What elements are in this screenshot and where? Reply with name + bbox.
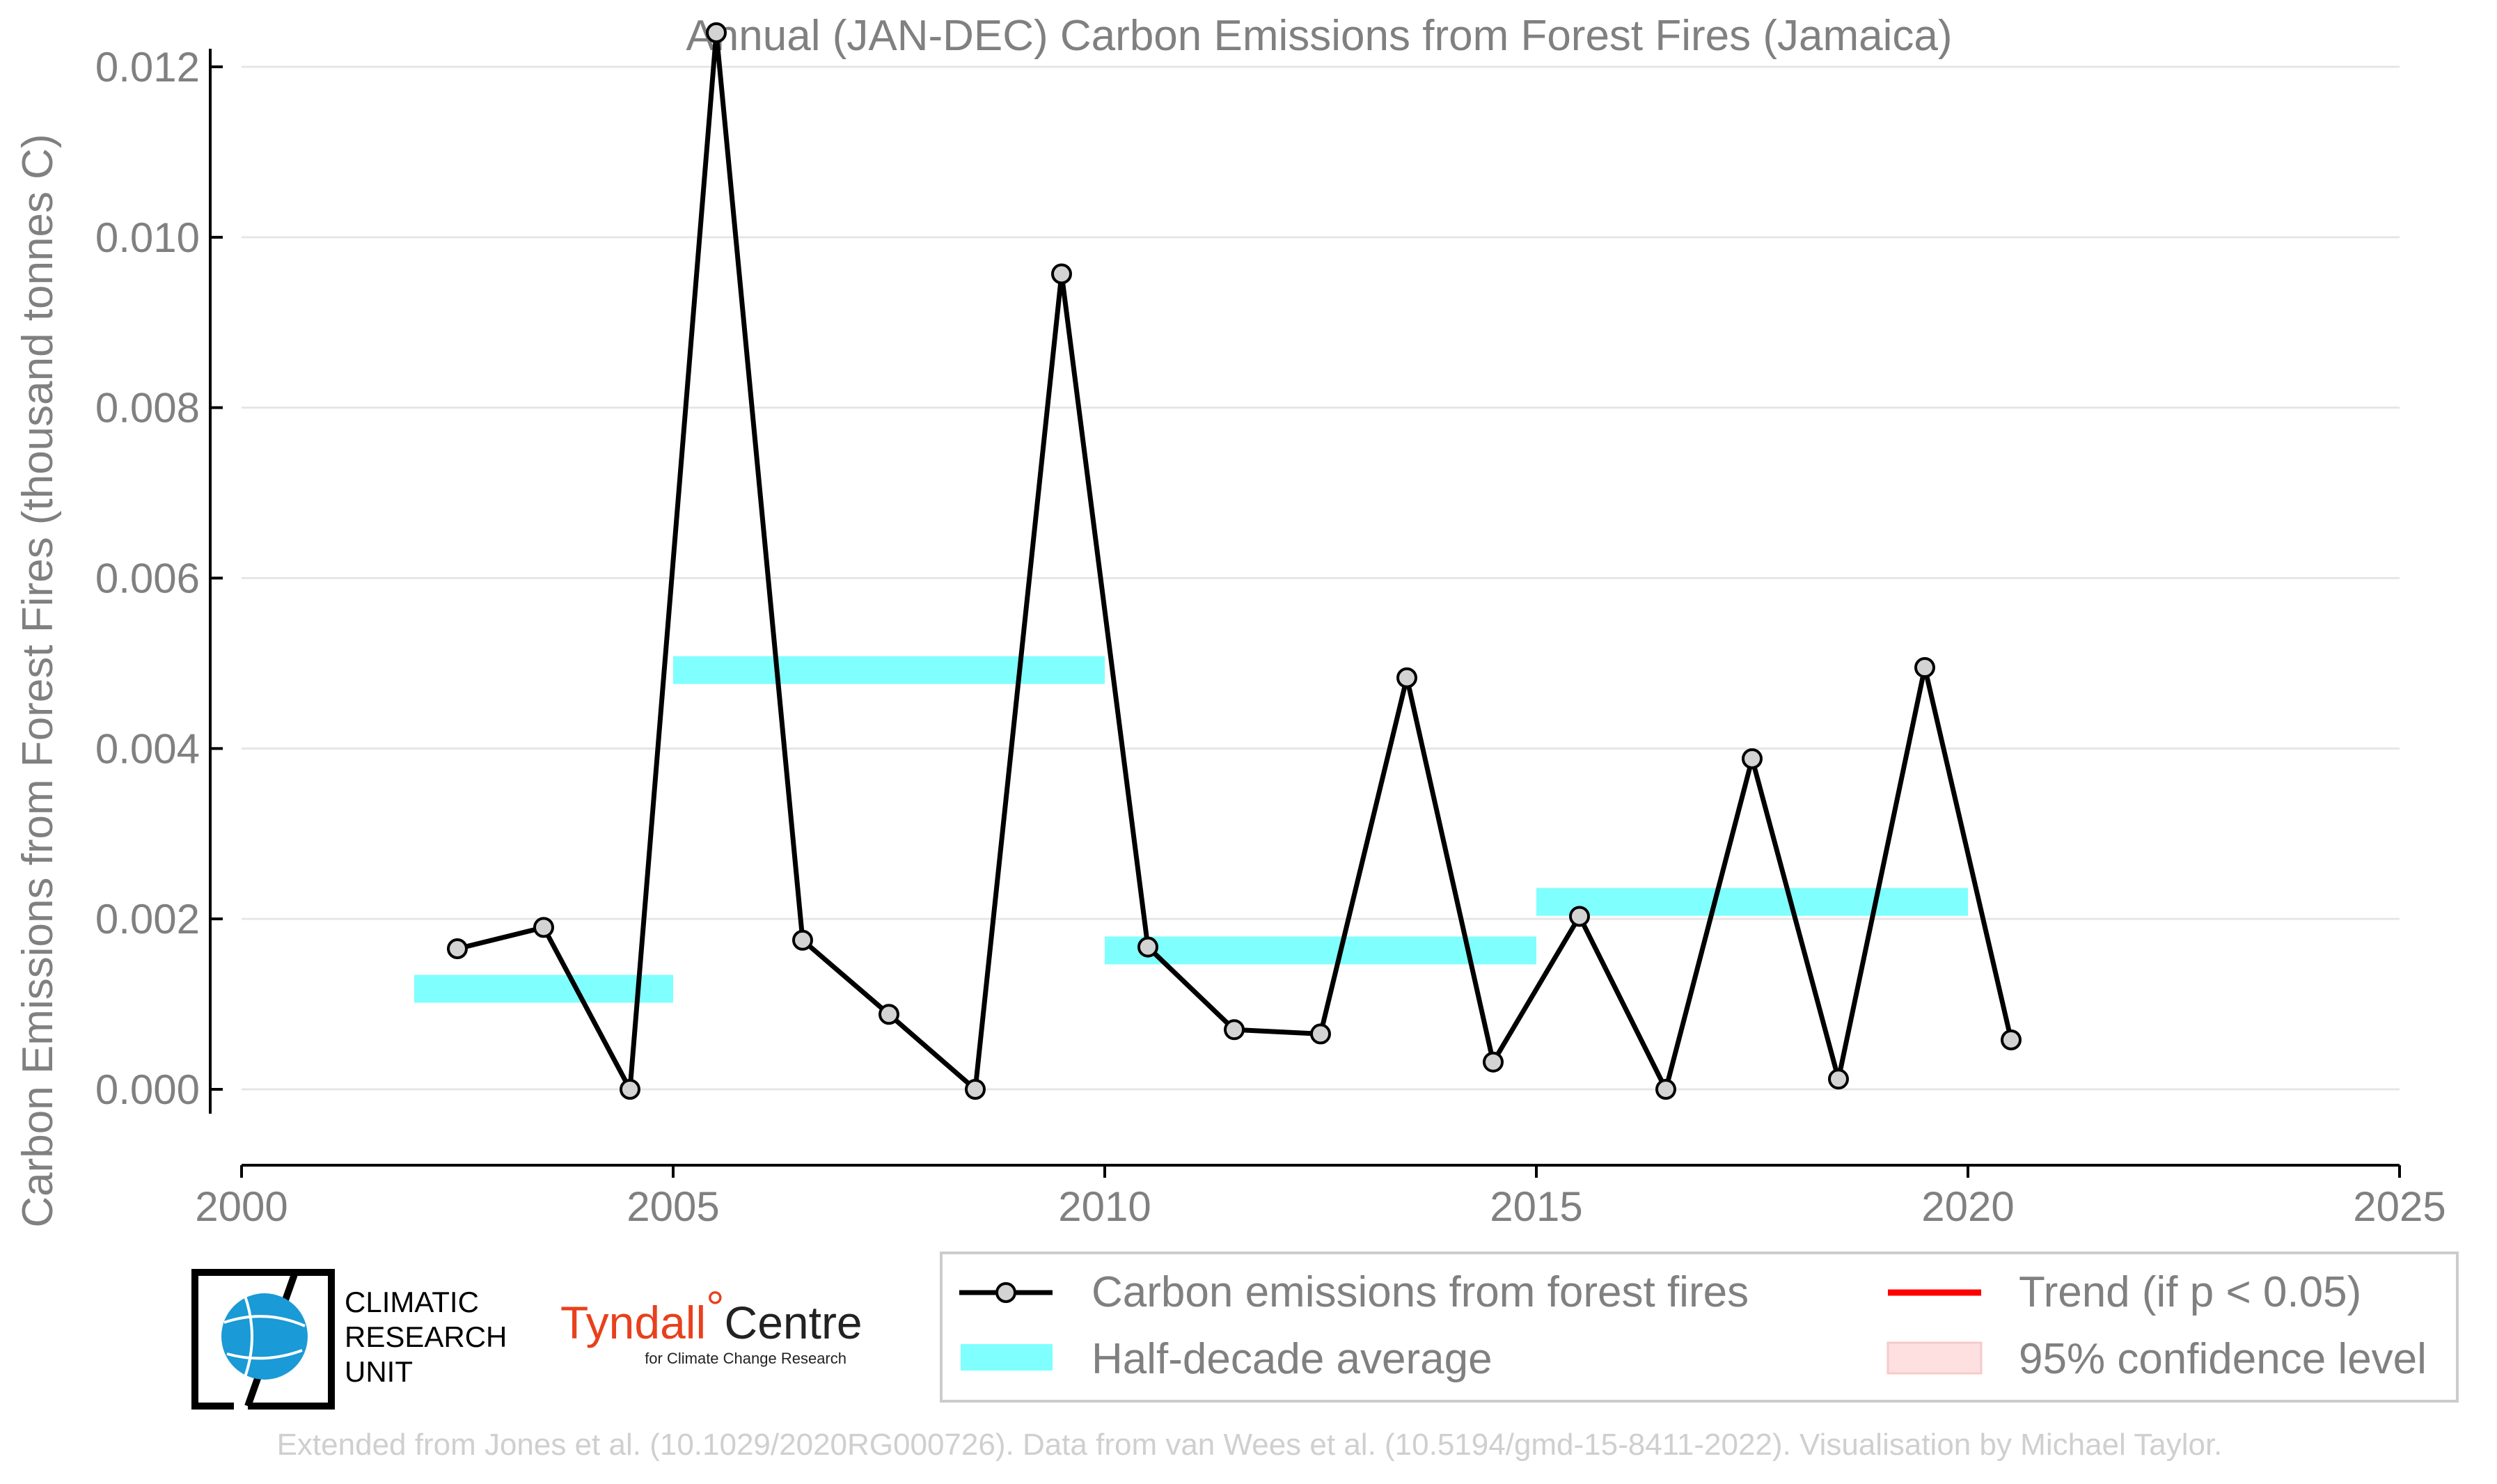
data-point [1310, 1023, 1331, 1045]
data-point [533, 917, 554, 938]
data-point [447, 938, 468, 960]
y-tick-label: 0.004 [95, 725, 200, 772]
legend-swatch-average [961, 1344, 1053, 1371]
legend-box [940, 1252, 2459, 1403]
data-point [706, 22, 727, 44]
legend-label-confidence: 95% confidence level [2019, 1335, 2427, 1383]
y-tick-label: 0.002 [95, 896, 200, 942]
x-tick-label: 2015 [1490, 1183, 1582, 1230]
data-point [620, 1079, 640, 1100]
x-tick-label: 2020 [1921, 1183, 2014, 1230]
y-tick-label: 0.006 [95, 555, 200, 602]
y-tick-label: 0.010 [95, 214, 200, 261]
half-decade-bar [673, 656, 1105, 684]
legend-label-trend: Trend (if p < 0.05) [2019, 1268, 2361, 1316]
data-point [2001, 1029, 2022, 1050]
data-point [1828, 1068, 1849, 1090]
x-tick-label: 2025 [2353, 1183, 2445, 1230]
legend-label-emissions: Carbon emissions from forest fires [1092, 1268, 1749, 1316]
y-tick-label: 0.000 [95, 1066, 200, 1113]
data-point [1569, 906, 1590, 927]
data-point [1742, 748, 1763, 770]
legend-marker-emissions [995, 1282, 1016, 1303]
data-point [1396, 667, 1417, 688]
half-decade-bar [1536, 887, 1968, 916]
axes: 0.000 0.002 0.004 0.006 0.008 0.010 0.012 2000 2… [95, 44, 2446, 1230]
y-tick-label: 0.008 [95, 385, 200, 432]
tyndall-logo: Tyndall°Centre for Climate Change Resear… [560, 1281, 862, 1367]
cru-bracket-right [234, 1269, 335, 1410]
grid [242, 65, 2400, 1091]
x-tick-label: 2010 [1058, 1183, 1151, 1230]
x-tick-label: 2000 [195, 1183, 287, 1230]
data-point [792, 929, 813, 951]
globe-icon [221, 1293, 308, 1380]
credit-line: Extended from Jones et al. (10.1029/2020… [277, 1428, 2223, 1462]
data-point [1137, 936, 1158, 958]
legend-swatch-confidence [1886, 1341, 1983, 1375]
cru-logo: CLIMATIC RESEARCH UNIT [191, 1269, 507, 1410]
y-axis-label: Carbon Emissions from Forest Fires (thou… [14, 134, 62, 1227]
globe-lines-icon [223, 1295, 306, 1378]
tyndall-subtitle: for Climate Change Research [645, 1350, 846, 1367]
cru-line-3: UNIT [345, 1355, 413, 1388]
cru-line-2: RESEARCH [345, 1320, 507, 1353]
half-decade-average-series [414, 656, 1968, 1003]
data-point [1483, 1051, 1504, 1073]
data-point [1051, 263, 1072, 285]
cru-line-1: CLIMATIC [345, 1286, 479, 1318]
x-tick-label: 2005 [627, 1183, 719, 1230]
emissions-line [457, 30, 2014, 1092]
data-point [1655, 1079, 1676, 1100]
chart-title: Annual (JAN-DEC) Carbon Emissions from F… [686, 12, 1952, 60]
data-point [879, 1004, 899, 1025]
legend: Carbon emissions from forest fires Trend… [940, 1252, 2459, 1403]
data-point [1914, 657, 1935, 679]
half-decade-bar [414, 974, 673, 1003]
y-tick-label: 0.012 [95, 44, 200, 90]
data-point [965, 1079, 986, 1100]
tyndall-wordmark: Tyndall°Centre [560, 1281, 862, 1348]
data-point [1224, 1019, 1245, 1041]
emissions-series [447, 22, 2022, 1100]
legend-label-average: Half-decade average [1092, 1335, 1492, 1383]
